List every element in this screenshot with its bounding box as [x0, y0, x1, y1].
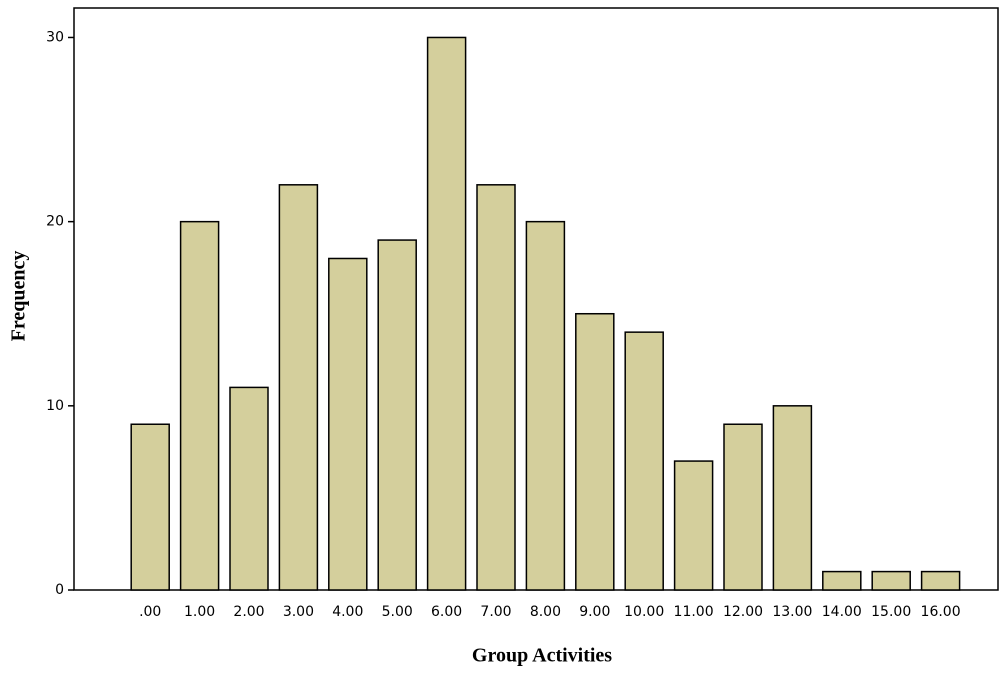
- x-tick-label: 1.00: [184, 604, 215, 620]
- bar: [822, 570, 862, 591]
- bar: [476, 184, 516, 591]
- bar: [278, 184, 319, 591]
- x-tick-label: 9.00: [579, 604, 610, 620]
- bar: [624, 331, 664, 591]
- y-axis-label: Frequency: [8, 251, 30, 342]
- bar: [673, 460, 714, 591]
- x-tick-label: 6.00: [431, 604, 462, 620]
- bar: [920, 570, 961, 591]
- bar: [179, 220, 220, 591]
- x-tick-label: .00: [139, 604, 161, 620]
- y-tick-label: 20: [46, 214, 64, 230]
- bar: [328, 257, 368, 591]
- x-tick-label: 15.00: [871, 604, 911, 620]
- x-tick-label: 12.00: [723, 604, 763, 620]
- x-tick-label: 11.00: [674, 604, 714, 620]
- bar: [871, 570, 911, 591]
- bar: [426, 36, 467, 591]
- x-tick-label: 16.00: [921, 604, 961, 620]
- bar: [377, 239, 417, 591]
- bar: [130, 423, 170, 591]
- x-axis-label: Group Activities: [472, 645, 612, 667]
- bar: [772, 405, 813, 591]
- y-tick-label: 30: [46, 29, 64, 45]
- bar: [229, 386, 269, 591]
- x-tick-label: 14.00: [822, 604, 862, 620]
- bar: [525, 220, 566, 591]
- x-tick-label: 7.00: [480, 604, 511, 620]
- bar: [723, 423, 763, 591]
- x-tick-label: 5.00: [382, 604, 413, 620]
- x-tick-label: 8.00: [530, 604, 561, 620]
- y-tick-label: 10: [46, 398, 64, 414]
- x-tick-label: 2.00: [233, 604, 264, 620]
- y-tick-label: 0: [55, 582, 64, 598]
- x-tick-label: 4.00: [332, 604, 363, 620]
- x-tick-label: 13.00: [772, 604, 812, 620]
- bar: [575, 312, 615, 591]
- x-tick-label: 10.00: [624, 604, 664, 620]
- x-tick-label: 3.00: [283, 604, 314, 620]
